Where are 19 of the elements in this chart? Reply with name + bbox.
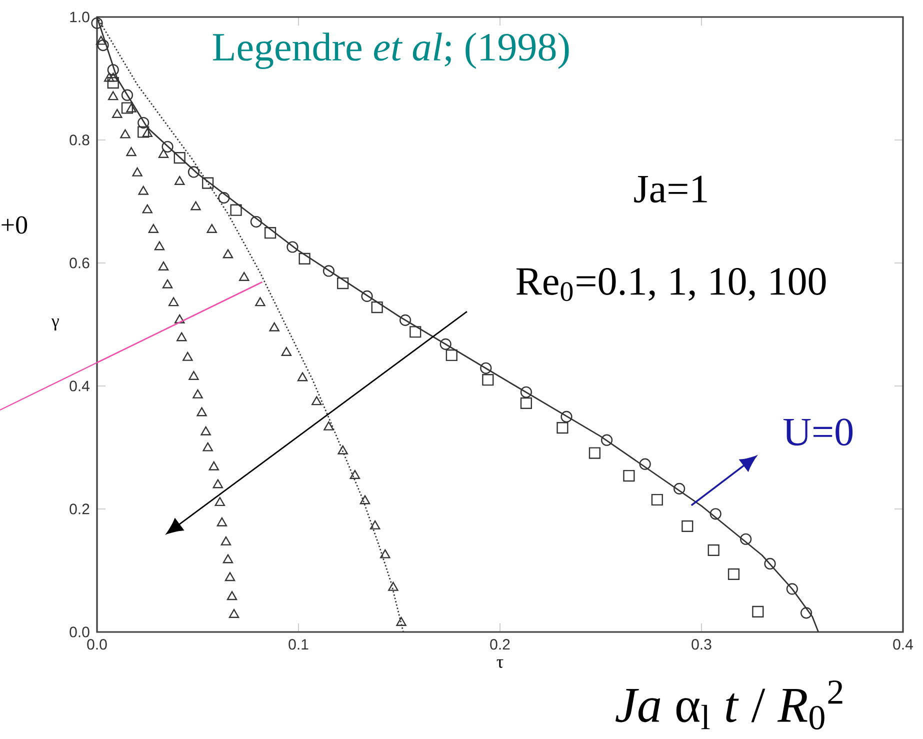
y-tick-label: 0.4 [70,380,90,392]
x-tick-label: 0.4 [893,639,913,650]
x-tick-label: 0.2 [490,639,510,650]
x-axis-title: τ [496,659,504,668]
annotation: U=0 [783,418,853,446]
chart-title: Legendre et al; (1998) [212,32,569,69]
y-tick-label: 1.0 [70,12,90,22]
y-tick-label: 0.2 [70,504,90,514]
y-axis-title: γ [51,318,59,331]
annotation: Ja=1 [634,176,707,203]
x-tick-label: 0.3 [692,639,712,650]
x-tick-label: 0.1 [288,639,308,650]
text: Ja α$_{l}$ t / R$_{0}$2 [616,680,842,730]
y-tick-label: 0.8 [70,134,90,146]
y-tick-label: 0.6 [70,258,90,268]
y-tick-label: 0.0 [70,626,90,638]
text: +0 [2,216,28,234]
annotation: Re$_{0}$=0.1, 1, 10, 100 [516,268,826,302]
x-tick-label: 0.0 [87,639,107,650]
